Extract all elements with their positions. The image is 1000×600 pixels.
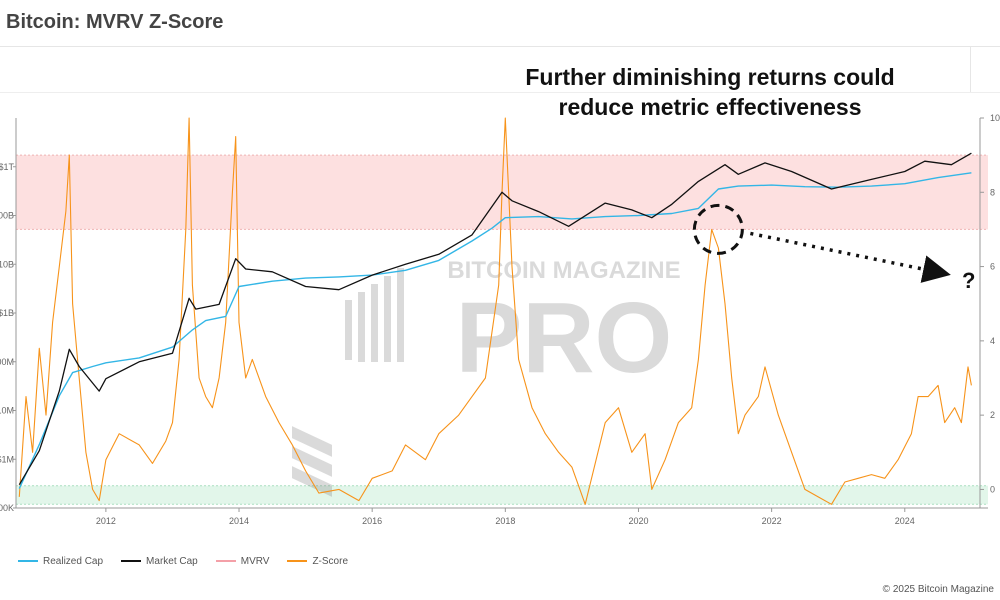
question-mark: ? xyxy=(962,268,976,293)
axes: 2012 2014 2016 2018 2020 2022 2024 $1T $100B $10B… xyxy=(0,113,1000,526)
legend: Realized Cap Market Cap MVRV Z-Score xyxy=(18,556,366,567)
y-right-tick-label: 8 xyxy=(990,187,995,197)
legend-swatch xyxy=(18,560,38,563)
toolbar-divider xyxy=(970,46,971,92)
x-tick-label: 2018 xyxy=(495,516,515,526)
watermark-text-top: BITCOIN MAGAZINE xyxy=(447,257,680,284)
y-left-tick-label: $10M xyxy=(0,406,14,416)
copyright-text: © 2025 Bitcoin Magazine xyxy=(882,584,994,595)
market-cap-line xyxy=(18,152,972,486)
legend-item-realized-cap[interactable]: Realized Cap xyxy=(18,556,103,567)
y-left-tick-label: $1B xyxy=(0,308,14,318)
green-zone-band xyxy=(16,485,988,505)
y-left-tick-label: $100B xyxy=(0,211,14,221)
watermark-text-pro: PRO xyxy=(456,282,673,394)
legend-item-market-cap[interactable]: Market Cap xyxy=(121,556,198,567)
y-left-tick-label: $100M xyxy=(0,357,14,367)
annotation-overlay xyxy=(692,203,951,283)
series xyxy=(18,117,972,505)
legend-item-mvrv[interactable]: MVRV xyxy=(215,556,270,567)
legend-label: MVRV xyxy=(240,556,270,567)
legend-swatch xyxy=(121,560,142,563)
y-left-tick-label: $1T xyxy=(0,162,14,172)
trend-arrow xyxy=(750,231,951,283)
x-tick-label: 2016 xyxy=(362,516,382,526)
y-left-tick-label: $1M xyxy=(0,454,14,464)
annotation-line-1: Further diminishing returns could xyxy=(525,64,895,90)
y-right-tick-label: 2 xyxy=(990,410,995,420)
legend-swatch xyxy=(287,560,308,563)
x-tick-label: 2020 xyxy=(628,516,648,526)
x-tick-label: 2022 xyxy=(762,516,782,526)
legend-swatch xyxy=(215,560,236,563)
y-left-tick-label: $10B xyxy=(0,259,14,269)
y-left-tick-label: $100K xyxy=(0,503,14,513)
legend-item-z-score[interactable]: Z-Score xyxy=(287,556,348,567)
realized-cap-line xyxy=(18,172,972,489)
watermark-logo-icon xyxy=(292,268,404,497)
chart-annotation: Further diminishing returns could reduce… xyxy=(480,62,940,122)
x-tick-label: 2024 xyxy=(895,516,915,526)
y-right-tick-label: 10 xyxy=(990,113,1000,123)
page-title: Bitcoin: MVRV Z-Score xyxy=(6,11,224,33)
y-right-tick-label: 0 xyxy=(990,484,995,494)
y-right-tick-label: 4 xyxy=(990,336,995,346)
highlight-circle xyxy=(692,203,744,255)
legend-label: Realized Cap xyxy=(43,556,104,567)
y-right-tick-label: 6 xyxy=(990,262,995,272)
z-score-line xyxy=(18,117,972,505)
annotation-line-2: reduce metric effectiveness xyxy=(558,94,862,120)
toolbar-area xyxy=(0,46,1000,93)
x-tick-label: 2012 xyxy=(96,516,116,526)
x-tick-label: 2014 xyxy=(229,516,249,526)
chart-header: Bitcoin: MVRV Z-Score xyxy=(0,0,1000,47)
watermark: BITCOIN MAGAZINE PRO xyxy=(292,257,681,497)
legend-label: Z-Score xyxy=(312,556,349,567)
legend-label: Market Cap xyxy=(146,556,198,567)
